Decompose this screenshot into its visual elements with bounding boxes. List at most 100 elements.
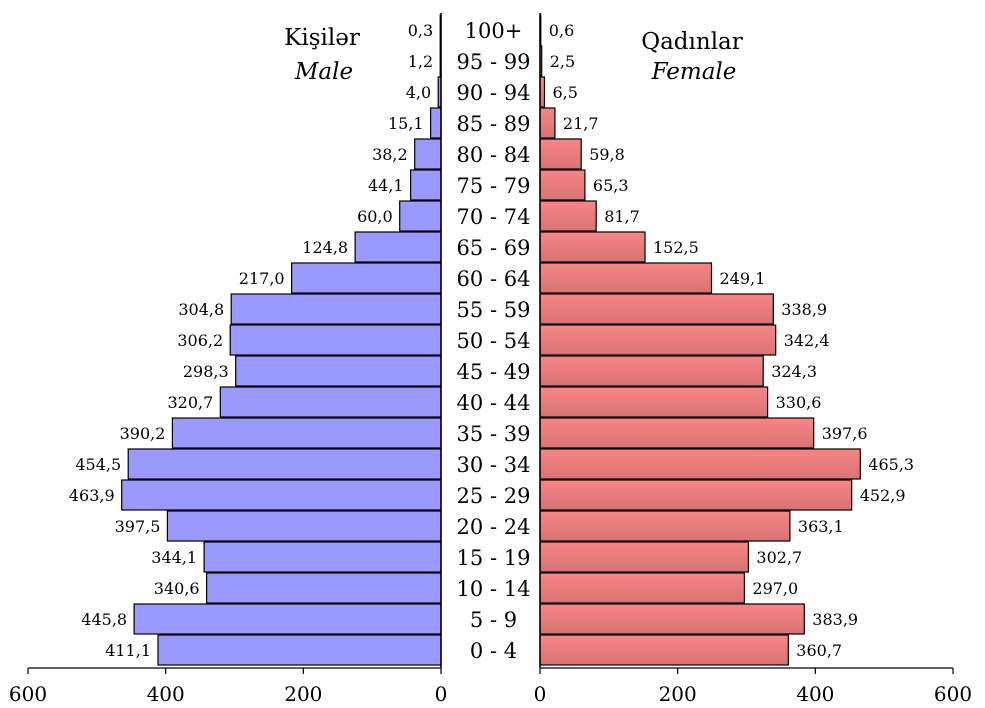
age-group-label: 45 - 49 bbox=[457, 360, 531, 384]
female-value-label: 65,3 bbox=[593, 176, 629, 195]
female-bar bbox=[539, 138, 582, 170]
female-bar bbox=[539, 293, 774, 325]
female-title: Qadınlar bbox=[641, 29, 743, 55]
male-value-label: 298,3 bbox=[183, 362, 229, 381]
female-value-label: 452,9 bbox=[860, 486, 906, 505]
male-bar bbox=[430, 107, 442, 139]
female-value-label: 342,4 bbox=[784, 331, 830, 350]
age-group-label: 55 - 59 bbox=[457, 298, 531, 322]
female-value-label: 397,6 bbox=[822, 424, 868, 443]
female-bar bbox=[539, 417, 815, 449]
male-bar bbox=[291, 262, 442, 294]
age-group-label: 60 - 64 bbox=[457, 267, 531, 291]
male-bar bbox=[171, 417, 442, 449]
age-group-label: 15 - 19 bbox=[457, 546, 531, 570]
age-group-label: 30 - 34 bbox=[457, 453, 531, 477]
male-value-label: 390,2 bbox=[120, 424, 166, 443]
male-title-en: Male bbox=[294, 59, 353, 85]
age-group-label: 10 - 14 bbox=[457, 577, 531, 601]
male-value-label: 344,1 bbox=[151, 548, 197, 567]
male-value-label: 60,0 bbox=[357, 207, 393, 226]
female-bar bbox=[539, 231, 646, 263]
age-group-label: 5 - 9 bbox=[470, 608, 517, 632]
age-group-label: 95 - 99 bbox=[457, 50, 531, 74]
female-bars: 0,6 2,5 6,5 21,7 59,8 65,3 81,7 152,5 249,1 338,9… bbox=[539, 14, 914, 666]
female-bar bbox=[539, 386, 769, 418]
male-value-label: 306,2 bbox=[177, 331, 223, 350]
male-value-label: 454,5 bbox=[75, 455, 121, 474]
age-group-label: 20 - 24 bbox=[457, 515, 531, 539]
male-value-label: 217,0 bbox=[239, 269, 285, 288]
female-bar bbox=[539, 479, 853, 511]
male-bar bbox=[133, 603, 442, 635]
male-bars: 0,3 1,2 4,0 15,1 38,2 44,1 60,0 124,8 217,0 304,8… bbox=[69, 14, 442, 666]
female-value-label: 338,9 bbox=[781, 300, 827, 319]
male-bar bbox=[414, 138, 442, 170]
age-group-label: 75 - 79 bbox=[457, 174, 531, 198]
male-bar bbox=[206, 572, 442, 604]
female-bar bbox=[539, 169, 586, 201]
male-x-tick-label: 400 bbox=[147, 682, 185, 706]
female-value-label: 363,1 bbox=[798, 517, 844, 536]
male-bar bbox=[235, 355, 442, 387]
age-group-labels: 100+ 95 - 99 90 - 94 85 - 89 80 - 84 75 - 79 7… bbox=[457, 19, 531, 663]
female-value-label: 59,8 bbox=[589, 145, 625, 164]
male-bar bbox=[121, 479, 442, 511]
female-value-label: 0,6 bbox=[549, 21, 574, 40]
male-value-label: 411,1 bbox=[105, 641, 151, 660]
female-x-tick-label: 0 bbox=[534, 682, 547, 706]
age-group-label: 40 - 44 bbox=[457, 391, 531, 415]
age-group-label: 65 - 69 bbox=[457, 236, 531, 260]
male-value-label: 463,9 bbox=[69, 486, 115, 505]
male-bar bbox=[229, 324, 442, 356]
female-bar bbox=[539, 510, 791, 542]
male-value-label: 44,1 bbox=[368, 176, 404, 195]
age-group-label: 35 - 39 bbox=[457, 422, 531, 446]
female-bar bbox=[539, 603, 805, 635]
male-bar bbox=[157, 634, 442, 666]
male-value-label: 15,1 bbox=[388, 114, 424, 133]
male-bar bbox=[127, 448, 442, 480]
male-x-tick-label: 200 bbox=[284, 682, 322, 706]
male-x-tick-label: 600 bbox=[9, 682, 47, 706]
male-bar bbox=[166, 510, 442, 542]
female-x-tick-label: 600 bbox=[934, 682, 972, 706]
age-group-label: 90 - 94 bbox=[457, 81, 531, 105]
male-value-label: 445,8 bbox=[81, 610, 127, 629]
male-value-label: 1,2 bbox=[408, 52, 433, 71]
male-value-label: 340,6 bbox=[154, 579, 200, 598]
age-group-label: 50 - 54 bbox=[457, 329, 531, 353]
female-value-label: 465,3 bbox=[868, 455, 914, 474]
male-bar bbox=[203, 541, 442, 573]
age-group-label: 0 - 4 bbox=[470, 639, 517, 663]
male-title: Kişilər bbox=[284, 25, 360, 51]
male-bar bbox=[219, 386, 442, 418]
female-value-label: 302,7 bbox=[756, 548, 802, 567]
male-bar bbox=[399, 200, 442, 232]
female-value-label: 330,6 bbox=[776, 393, 822, 412]
female-value-label: 324,3 bbox=[771, 362, 817, 381]
male-value-label: 304,8 bbox=[178, 300, 224, 319]
female-value-label: 152,5 bbox=[653, 238, 699, 257]
female-bar bbox=[539, 200, 597, 232]
male-value-label: 38,2 bbox=[372, 145, 408, 164]
male-x-tick-label: 0 bbox=[435, 682, 448, 706]
male-bar bbox=[230, 293, 442, 325]
female-x-tick-label: 200 bbox=[659, 682, 697, 706]
male-bar bbox=[410, 169, 442, 201]
female-bar bbox=[539, 107, 556, 139]
female-value-label: 383,9 bbox=[812, 610, 858, 629]
male-value-label: 320,7 bbox=[167, 393, 213, 412]
female-title-en: Female bbox=[651, 59, 737, 85]
female-value-label: 6,5 bbox=[553, 83, 578, 102]
female-value-label: 297,0 bbox=[752, 579, 798, 598]
female-value-label: 81,7 bbox=[604, 207, 640, 226]
age-group-label: 100+ bbox=[465, 19, 523, 43]
male-bar bbox=[354, 231, 442, 263]
male-value-label: 0,3 bbox=[408, 21, 433, 40]
female-bar bbox=[539, 634, 789, 666]
male-value-label: 124,8 bbox=[302, 238, 348, 257]
axes: 0 0 200 200 400 400 600 600 bbox=[9, 13, 972, 706]
